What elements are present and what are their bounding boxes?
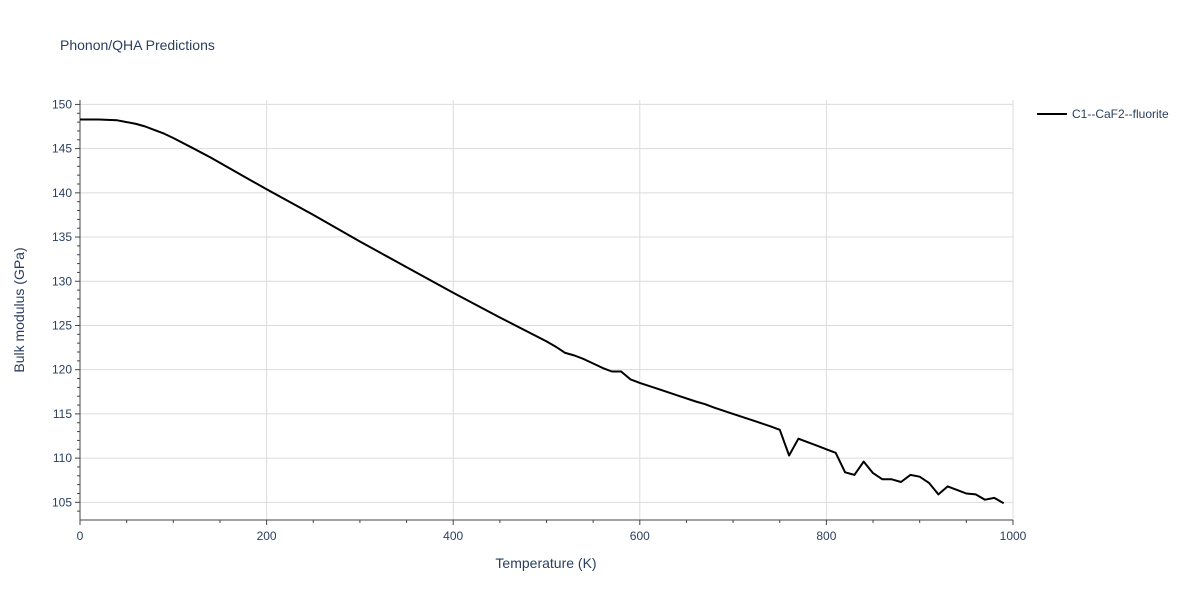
axes: 0 200 400 600 800 1000 105 110 115 120 125 130 135 14… bbox=[52, 97, 1027, 543]
y-tick-label: 105 bbox=[52, 495, 72, 509]
legend[interactable]: C1--CaF2--fluorite bbox=[1037, 107, 1169, 121]
y-tick-label: 115 bbox=[53, 407, 72, 421]
y-tick-label: 145 bbox=[52, 142, 72, 156]
legend-label: C1--CaF2--fluorite bbox=[1072, 107, 1169, 121]
y-tick-label: 150 bbox=[52, 97, 72, 111]
y-tick-label: 110 bbox=[53, 451, 72, 465]
y-axis-title: Bulk modulus (GPa) bbox=[11, 247, 27, 372]
grid bbox=[80, 100, 1014, 520]
x-tick-label: 400 bbox=[443, 529, 463, 543]
x-tick-label: 600 bbox=[630, 529, 650, 543]
x-tick-label: 1000 bbox=[1000, 529, 1027, 543]
y-tick-label: 125 bbox=[52, 318, 72, 332]
x-axis-title: Temperature (K) bbox=[495, 555, 596, 571]
y-tick-label: 140 bbox=[52, 186, 72, 200]
x-tick-label: 0 bbox=[77, 529, 84, 543]
x-tick-label: 200 bbox=[257, 529, 277, 543]
y-tick-label: 120 bbox=[52, 363, 72, 377]
plot-area bbox=[80, 118, 1005, 505]
chart-title: Phonon/QHA Predictions bbox=[60, 37, 215, 53]
series-line[interactable] bbox=[80, 118, 1005, 505]
y-tick-label: 135 bbox=[52, 230, 72, 244]
x-tick-label: 800 bbox=[816, 529, 836, 543]
y-tick-label: 130 bbox=[52, 274, 72, 288]
